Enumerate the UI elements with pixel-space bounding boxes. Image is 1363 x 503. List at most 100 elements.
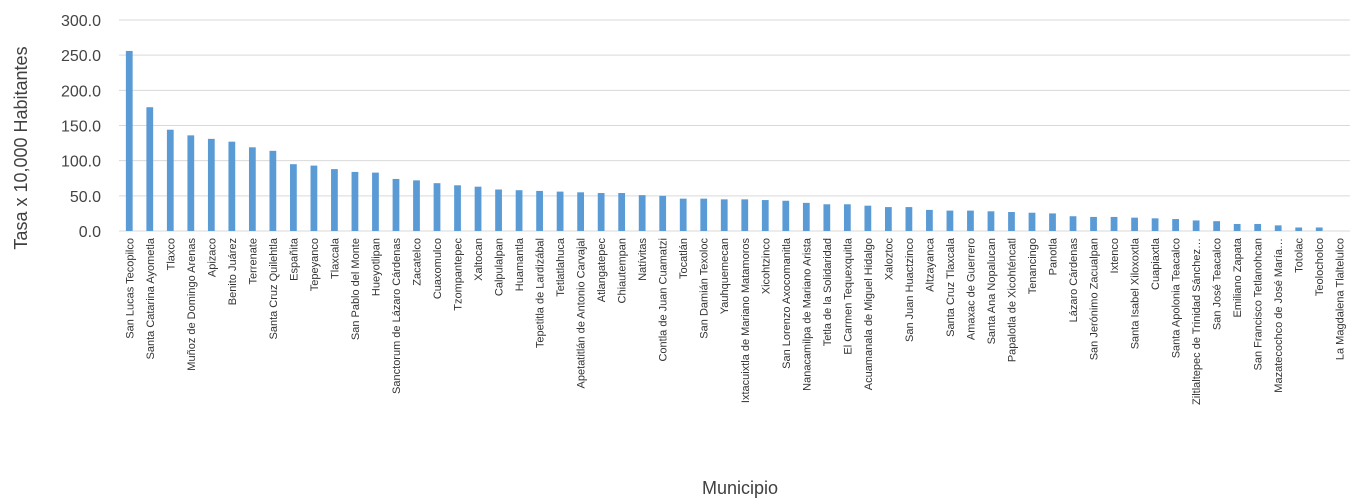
x-tick-label: Chiautempan — [617, 238, 629, 303]
bar — [166, 129, 174, 231]
x-tick-label: San Lorenzo Axocomanitla — [781, 237, 793, 369]
x-tick-label: Tepeyanco — [309, 238, 321, 291]
y-axis-title: Tasa x 10,000 Habitantes — [11, 46, 31, 249]
x-tick-label: Contla de Juan Cuamatzi — [658, 238, 670, 362]
y-tick-label: 150.0 — [61, 119, 101, 136]
y-tick-label: 300.0 — [61, 13, 101, 30]
x-tick-label: Terrenate — [247, 238, 259, 284]
x-tick-label: San Pablo del Monte — [350, 238, 362, 340]
x-tick-label: Acuamanala de Miguel Hidalgo — [863, 238, 875, 390]
bar — [638, 195, 646, 231]
x-tick-label: Ixtacuixtla de Mariano Matamoros — [740, 238, 752, 404]
bar — [1069, 216, 1077, 231]
bar — [782, 200, 790, 231]
bar — [618, 193, 626, 231]
x-tick-label: Hueyotlipan — [370, 238, 382, 296]
bar — [351, 171, 359, 231]
bar — [761, 200, 769, 231]
x-tick-label: Emiliano Zapata — [1232, 237, 1244, 317]
x-tick-label: Ixtenco — [1109, 238, 1121, 273]
bar — [474, 186, 482, 231]
x-tick-label: San Damián Texoloc — [699, 238, 711, 339]
x-axis-title: Municipio — [702, 478, 778, 498]
bar — [331, 169, 338, 231]
bar — [926, 209, 933, 231]
bar — [1110, 216, 1118, 231]
x-tick-label: Benito Juárez — [227, 238, 239, 305]
y-tick-label: 0.0 — [79, 224, 101, 241]
bar — [228, 141, 236, 231]
x-tick-label: Xaloztoc — [883, 238, 895, 281]
x-tick-label: Santa Isabel Xiloxoxtla — [1130, 237, 1142, 349]
y-tick-label: 250.0 — [61, 48, 101, 65]
x-tick-label: Atlangatepec — [596, 238, 608, 303]
bar — [372, 172, 379, 231]
x-tick-label: Calpulalpan — [494, 238, 506, 296]
x-tick-label: Tetlatlahuca — [555, 237, 567, 297]
x-tick-label: Tenancingo — [1027, 238, 1039, 294]
bar — [741, 199, 749, 231]
x-tick-label: Apetatitlán de Antonio Carvajal — [576, 238, 588, 388]
bar — [1233, 223, 1241, 231]
bar — [1172, 219, 1179, 231]
bar — [946, 210, 954, 231]
x-tick-label: Yauhquemecan — [719, 238, 731, 314]
bar — [207, 138, 215, 231]
y-tick-label: 50.0 — [70, 189, 101, 206]
bar — [454, 185, 461, 231]
y-tick-label: 100.0 — [61, 154, 101, 171]
x-tick-label: Santa Catarina Ayometla — [145, 237, 157, 359]
bar — [290, 164, 297, 231]
bar — [248, 147, 256, 231]
x-tick-label: Altzayanca — [924, 237, 936, 292]
x-tick-label: Muñoz de Domingo Arenas — [186, 238, 198, 371]
gridlines — [119, 19, 1350, 232]
bar — [577, 192, 585, 231]
bar — [659, 195, 667, 231]
bar — [515, 190, 523, 231]
bar — [1315, 227, 1323, 231]
x-tick-label: Amaxac de Guerrero — [965, 238, 977, 340]
x-tick-label: Tetla de la Solidaridad — [822, 238, 834, 346]
x-tick-label: San Lucas Tecopilco — [124, 238, 136, 339]
x-tick-label: La Magdalena Tlaltelulco — [1335, 238, 1347, 360]
bar — [1295, 227, 1303, 231]
x-tick-label: Españita — [288, 237, 300, 281]
x-tick-label: San Francisco Tetlanohcan — [1253, 238, 1265, 371]
y-axis-ticks: 0.0 50.0 100.0 150.0 200.0 250.0 300.0 — [61, 13, 101, 241]
x-tick-label: Xicohtzinco — [760, 238, 772, 294]
bar — [905, 207, 913, 231]
bar — [1151, 218, 1159, 231]
bar — [556, 191, 564, 231]
bar — [433, 183, 441, 231]
bar — [864, 205, 872, 231]
bar — [392, 178, 400, 231]
x-tick-label: Papalotla de Xicohténcatl — [1006, 238, 1018, 362]
bar — [413, 180, 420, 231]
bar — [823, 204, 831, 231]
x-tick-label: San Jerónimo Zacualpan — [1089, 238, 1101, 360]
x-tick-label: Santa Cruz Quilehtla — [268, 237, 280, 339]
x-axis-ticks: San Lucas Tecopilco Santa Catarina Ayomet… — [124, 237, 1346, 405]
x-tick-label: Xaltocan — [473, 238, 485, 281]
x-tick-label: Panotla — [1048, 237, 1060, 275]
bar — [310, 165, 318, 231]
x-tick-label: El Carmen Tequexquitla — [842, 237, 854, 354]
x-tick-label: San Juan Huactzinco — [904, 238, 916, 342]
x-tick-label: Huamantla — [514, 237, 526, 291]
bar — [125, 50, 133, 231]
x-tick-label: Santa Cruz Tlaxcala — [945, 237, 957, 337]
bar — [843, 204, 851, 231]
bars — [125, 50, 1323, 231]
x-tick-label: Santa Apolonia Teacalco — [1171, 238, 1183, 358]
x-tick-label: Apizaco — [206, 238, 218, 277]
x-tick-label: Zacatelco — [411, 238, 423, 286]
x-tick-label: San José Teacalco — [1212, 238, 1224, 330]
bar — [802, 202, 810, 231]
x-tick-label: Cuaxomulco — [432, 238, 444, 299]
bar — [495, 189, 502, 231]
bar — [700, 198, 708, 231]
bar — [1008, 212, 1015, 231]
bar — [187, 135, 195, 231]
x-tick-label: Tlaxco — [165, 238, 177, 270]
